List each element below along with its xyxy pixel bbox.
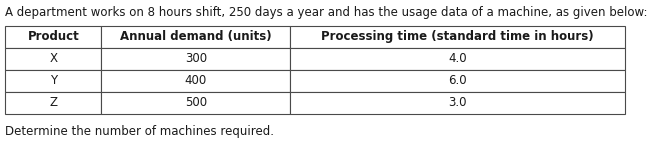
Text: A department works on 8 hours shift, 250 days a year and has the usage data of a: A department works on 8 hours shift, 250… (5, 6, 648, 19)
Text: 4.0: 4.0 (448, 52, 467, 65)
Text: 3.0: 3.0 (448, 96, 467, 109)
Bar (5, 70, 102, 92)
Bar (290, 26, 625, 48)
Bar (102, 70, 290, 92)
Bar (290, 48, 625, 70)
Text: X: X (49, 52, 57, 65)
Text: 500: 500 (184, 96, 207, 109)
Bar (102, 48, 290, 70)
Text: Product: Product (27, 30, 79, 43)
Text: 300: 300 (184, 52, 207, 65)
Text: 6.0: 6.0 (448, 74, 467, 87)
Bar (5, 26, 102, 48)
Text: Determine the number of machines required.: Determine the number of machines require… (5, 125, 275, 138)
Bar (5, 48, 102, 70)
Text: Y: Y (50, 74, 57, 87)
Text: Annual demand (units): Annual demand (units) (120, 30, 272, 43)
Bar (290, 70, 625, 92)
Text: 400: 400 (184, 74, 207, 87)
Bar (102, 26, 290, 48)
Text: Z: Z (49, 96, 57, 109)
Bar (290, 92, 625, 114)
Bar (5, 92, 102, 114)
Bar (102, 92, 290, 114)
Text: Processing time (standard time in hours): Processing time (standard time in hours) (321, 30, 594, 43)
